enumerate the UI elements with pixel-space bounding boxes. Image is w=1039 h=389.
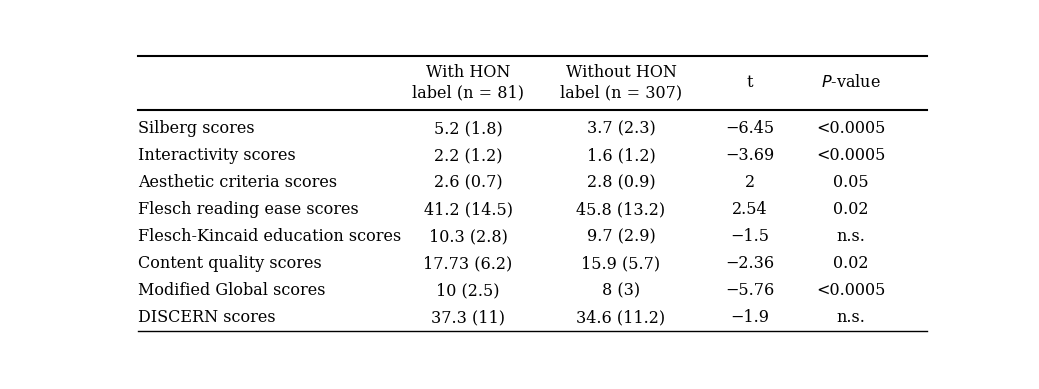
Text: 5.2 (1.8): 5.2 (1.8) <box>433 121 503 137</box>
Text: <0.0005: <0.0005 <box>816 147 885 165</box>
Text: 2.2 (1.2): 2.2 (1.2) <box>434 147 502 165</box>
Text: 17.73 (6.2): 17.73 (6.2) <box>424 255 512 272</box>
Text: DISCERN scores: DISCERN scores <box>138 309 275 326</box>
Text: 2.54: 2.54 <box>732 201 768 218</box>
Text: 2.8 (0.9): 2.8 (0.9) <box>587 174 656 191</box>
Text: Aesthetic criteria scores: Aesthetic criteria scores <box>138 174 337 191</box>
Text: −2.36: −2.36 <box>725 255 774 272</box>
Text: 45.8 (13.2): 45.8 (13.2) <box>577 201 666 218</box>
Text: 41.2 (14.5): 41.2 (14.5) <box>424 201 512 218</box>
Text: −1.9: −1.9 <box>730 309 770 326</box>
Text: 0.02: 0.02 <box>833 255 869 272</box>
Text: −6.45: −6.45 <box>725 121 774 137</box>
Text: 37.3 (11): 37.3 (11) <box>431 309 505 326</box>
Text: With HON
label (n = 81): With HON label (n = 81) <box>412 64 524 101</box>
Text: Content quality scores: Content quality scores <box>138 255 322 272</box>
Text: 2.6 (0.7): 2.6 (0.7) <box>433 174 503 191</box>
Text: Silberg scores: Silberg scores <box>138 121 255 137</box>
Text: 3.7 (2.3): 3.7 (2.3) <box>587 121 656 137</box>
Text: 15.9 (5.7): 15.9 (5.7) <box>582 255 661 272</box>
Text: −1.5: −1.5 <box>730 228 770 245</box>
Text: 0.02: 0.02 <box>833 201 869 218</box>
Text: Modified Global scores: Modified Global scores <box>138 282 325 299</box>
Text: Flesch-Kincaid education scores: Flesch-Kincaid education scores <box>138 228 401 245</box>
Text: t: t <box>747 74 753 91</box>
Text: 0.05: 0.05 <box>832 174 869 191</box>
Text: 10.3 (2.8): 10.3 (2.8) <box>429 228 507 245</box>
Text: $\mathit{P}$-value: $\mathit{P}$-value <box>821 74 880 91</box>
Text: −3.69: −3.69 <box>725 147 774 165</box>
Text: 1.6 (1.2): 1.6 (1.2) <box>587 147 656 165</box>
Text: <0.0005: <0.0005 <box>816 282 885 299</box>
Text: 2: 2 <box>745 174 755 191</box>
Text: <0.0005: <0.0005 <box>816 121 885 137</box>
Text: n.s.: n.s. <box>836 228 865 245</box>
Text: 8 (3): 8 (3) <box>602 282 640 299</box>
Text: Without HON
label (n = 307): Without HON label (n = 307) <box>560 64 683 101</box>
Text: Flesch reading ease scores: Flesch reading ease scores <box>138 201 358 218</box>
Text: 9.7 (2.9): 9.7 (2.9) <box>587 228 656 245</box>
Text: n.s.: n.s. <box>836 309 865 326</box>
Text: Interactivity scores: Interactivity scores <box>138 147 296 165</box>
Text: −5.76: −5.76 <box>725 282 774 299</box>
Text: 34.6 (11.2): 34.6 (11.2) <box>577 309 666 326</box>
Text: 10 (2.5): 10 (2.5) <box>436 282 500 299</box>
